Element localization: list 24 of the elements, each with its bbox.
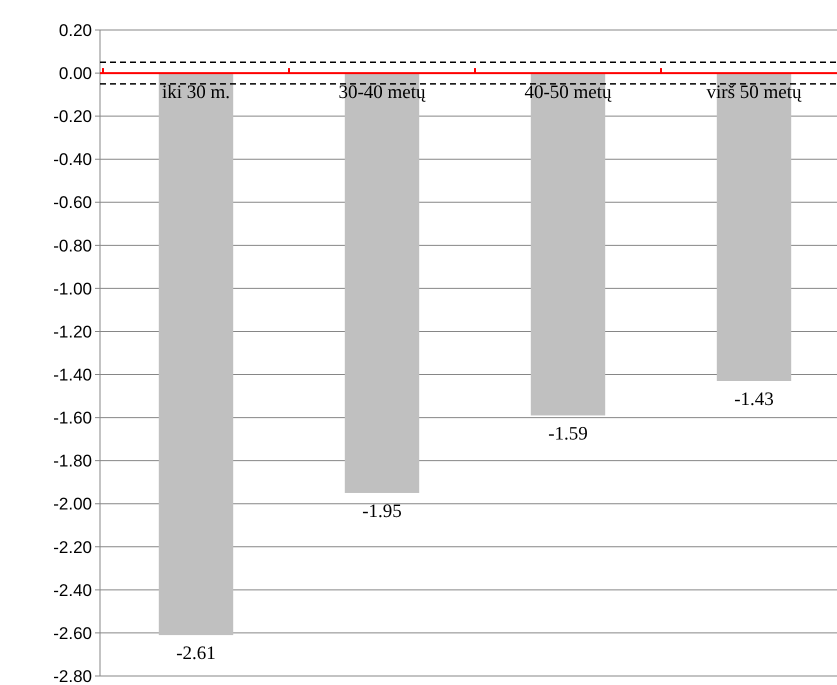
y-tick-label: -0.20 (53, 107, 92, 126)
y-tick-label: -1.20 (53, 322, 92, 342)
y-tick-label: -2.00 (53, 494, 92, 514)
y-tick-label: 0.20 (58, 20, 92, 40)
y-tick-label: -2.60 (53, 624, 92, 643)
y-tick-label: -1.00 (53, 279, 92, 298)
y-tick-label: 0.00 (58, 64, 92, 84)
data-label: -2.61 (176, 643, 216, 664)
y-tick-label: -2.80 (53, 666, 92, 685)
y-tick-label: -1.40 (53, 365, 92, 384)
x-tick-label: iki 30 m. (162, 82, 230, 104)
y-tick-label: -1.60 (53, 408, 92, 428)
y-tick-label: -1.80 (53, 452, 92, 471)
y-tick-label: -0.40 (53, 150, 92, 170)
y-tick-label: -2.20 (53, 538, 92, 557)
y-tick-label: -2.40 (53, 580, 92, 600)
x-tick-label: 40-50 metų (524, 82, 612, 104)
data-label: -1.95 (362, 500, 402, 522)
data-label: -1.59 (548, 423, 588, 444)
y-tick-label: -0.60 (53, 193, 92, 212)
y-tick-label: -0.80 (53, 236, 92, 256)
data-label: -1.43 (734, 388, 774, 410)
x-tick-label: virš 50 metų (706, 82, 802, 104)
x-tick-label: 30-40 metų (338, 82, 426, 104)
